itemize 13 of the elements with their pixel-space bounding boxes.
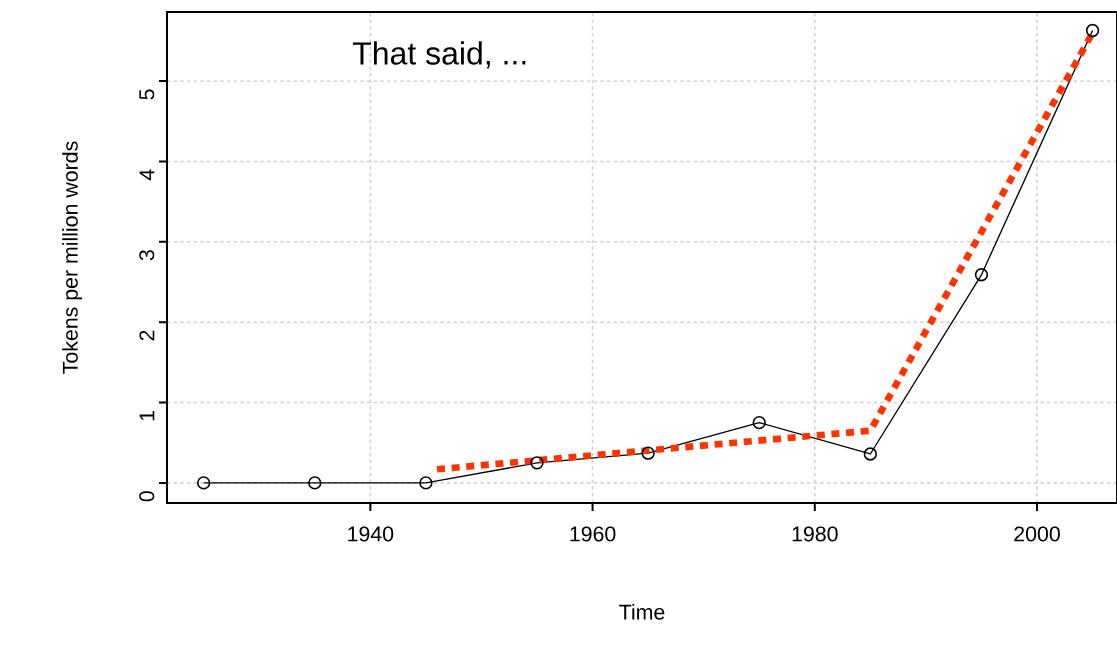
- y-tick-label: 3: [139, 250, 155, 261]
- y-tick-label: 2: [139, 330, 155, 341]
- x-axis-title: Time: [619, 603, 665, 620]
- y-tick-label: 0: [139, 491, 155, 502]
- y-axis-title: Tokens per million words: [62, 141, 83, 374]
- x-tick-label: 1960: [570, 526, 616, 542]
- annotation: That said, ...: [352, 41, 526, 69]
- y-tick-label: 4: [139, 169, 155, 181]
- y-tick-label: 5: [139, 89, 155, 100]
- x-tick-label: 1980: [792, 526, 838, 542]
- x-tick-label: 1940: [348, 526, 394, 542]
- x-tick-label: 2000: [1014, 526, 1060, 542]
- y-tick-label: 1: [139, 411, 155, 421]
